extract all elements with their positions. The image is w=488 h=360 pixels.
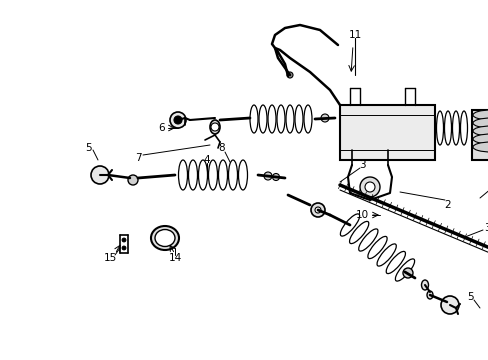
- Text: 11: 11: [347, 30, 361, 40]
- Circle shape: [310, 203, 325, 217]
- Text: 5: 5: [466, 292, 472, 302]
- Text: 10: 10: [355, 210, 368, 220]
- Bar: [471, 110, 488, 160]
- Circle shape: [320, 114, 328, 122]
- Ellipse shape: [472, 126, 488, 136]
- Circle shape: [402, 268, 412, 278]
- Text: 14: 14: [168, 253, 181, 263]
- Circle shape: [286, 72, 292, 78]
- Text: 15: 15: [103, 253, 116, 263]
- Circle shape: [91, 166, 109, 184]
- Text: 3: 3: [483, 223, 488, 233]
- Text: 6: 6: [159, 123, 165, 133]
- Ellipse shape: [421, 280, 427, 290]
- Circle shape: [128, 175, 138, 185]
- Circle shape: [170, 112, 185, 128]
- Ellipse shape: [472, 118, 488, 128]
- Circle shape: [122, 238, 126, 242]
- Text: 2: 2: [444, 200, 450, 210]
- Circle shape: [210, 123, 219, 131]
- Circle shape: [122, 246, 126, 250]
- Text: 8: 8: [218, 143, 225, 153]
- Circle shape: [314, 207, 320, 213]
- Ellipse shape: [472, 110, 488, 120]
- Text: 5: 5: [84, 143, 91, 153]
- Ellipse shape: [209, 120, 220, 134]
- Ellipse shape: [155, 230, 175, 247]
- Text: 4: 4: [203, 155, 210, 165]
- Ellipse shape: [472, 142, 488, 152]
- Bar: [339, 105, 434, 160]
- Circle shape: [359, 177, 379, 197]
- Circle shape: [174, 116, 182, 124]
- Circle shape: [272, 174, 279, 180]
- Ellipse shape: [151, 226, 179, 250]
- Text: 3: 3: [358, 160, 365, 170]
- Circle shape: [364, 182, 374, 192]
- Text: 7: 7: [134, 153, 141, 163]
- Circle shape: [264, 172, 271, 180]
- Ellipse shape: [472, 134, 488, 144]
- Circle shape: [440, 296, 458, 314]
- Ellipse shape: [426, 291, 432, 299]
